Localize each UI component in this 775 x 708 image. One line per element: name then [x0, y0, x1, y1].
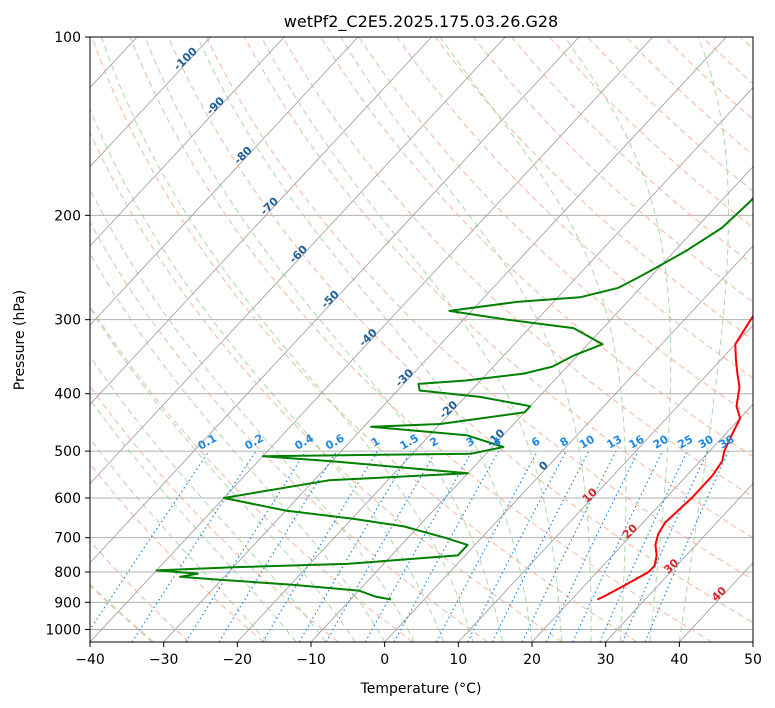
isotherm-line — [90, 37, 285, 247]
dry-adiabat-line — [244, 37, 753, 539]
guide-curve-line — [90, 583, 154, 642]
isotherm-line — [163, 37, 727, 642]
isotherm-line — [90, 37, 211, 168]
x-axis-tick-label: −20 — [223, 652, 253, 668]
moist-adiabat-line — [678, 37, 729, 642]
isotherm-line — [90, 37, 432, 405]
chart-title: wetPf2_C2E5.2025.175.03.26.G28 — [284, 12, 558, 32]
y-axis-tick-label: 600 — [54, 491, 81, 507]
mixing-ratio-line — [521, 450, 617, 642]
mixing-ratio-line — [572, 450, 664, 642]
x-axis-tick-label: 10 — [449, 652, 467, 668]
mixing-ratio-line — [131, 450, 257, 642]
isotherm-line — [90, 37, 506, 485]
x-axis-tick-label: −40 — [75, 652, 105, 668]
dry-adiabat-line — [90, 131, 563, 642]
moist-adiabat-line — [90, 355, 327, 642]
moist-adiabat-line — [439, 37, 627, 642]
mixing-ratio-line — [599, 450, 688, 642]
moist-adiabat-line — [90, 398, 297, 642]
y-axis-tick-label: 400 — [54, 387, 81, 403]
mixing-ratio-line — [262, 450, 378, 642]
dry-adiabat-line — [90, 540, 190, 642]
guide-curve-line — [0, 37, 4, 642]
isotherm-line — [531, 403, 753, 642]
x-axis-tick-label: 0 — [380, 652, 389, 668]
dry-adiabat-line — [167, 37, 753, 624]
axis-layer: −40 −30 −20 −10 0 10 20 30 40 50 100 200 300 400 500 60… — [45, 30, 762, 668]
mixing-ratio-line — [435, 450, 539, 642]
mixing-ratio-line — [90, 450, 210, 631]
isotherm-line — [605, 482, 753, 642]
y-axis-tick-label: 100 — [54, 30, 81, 46]
moist-adiabat-line — [90, 107, 445, 642]
dry-adiabat-line — [473, 37, 753, 303]
x-axis-tick-label: −10 — [296, 652, 326, 668]
dry-adiabat-line — [90, 463, 264, 642]
dry-adiabat-line — [90, 385, 339, 642]
y-axis-label: Pressure (hPa) — [12, 290, 28, 390]
dry-adiabat-line — [282, 37, 753, 498]
mixing-ratio-line — [218, 450, 338, 642]
y-axis-tick-label: 800 — [54, 565, 81, 581]
x-axis-tick-label: 40 — [670, 652, 688, 668]
moist-adiabat-line — [101, 37, 474, 642]
isotherm-line — [237, 86, 753, 642]
x-axis-label: Temperature (°C) — [360, 681, 482, 697]
isotherm-line — [384, 245, 753, 642]
moist-adiabat-line — [144, 37, 503, 642]
grid-layer — [0, 37, 753, 642]
dry-adiabat-line — [91, 37, 638, 642]
y-axis-tick-label: 700 — [54, 531, 81, 547]
y-axis-tick-label: 1000 — [45, 622, 81, 638]
x-axis-tick-label: 50 — [744, 652, 762, 668]
moist-adiabat-line — [90, 252, 386, 642]
moist-adiabat-line — [564, 37, 672, 642]
dry-adiabat-line — [90, 221, 488, 642]
dry-adiabat-line — [434, 37, 753, 341]
moist-adiabat-line — [90, 307, 356, 642]
moist-adiabat-line — [340, 37, 592, 642]
y-axis-tick-label: 300 — [54, 313, 81, 329]
isotherm-line — [752, 641, 753, 642]
mixing-ratio-line — [545, 450, 639, 642]
mixing-ratio-line — [185, 450, 307, 642]
isotherm-line — [90, 37, 580, 564]
isotherm-line — [90, 37, 359, 326]
moist-adiabat-line — [90, 187, 415, 642]
moist-adiabat-line — [260, 37, 562, 642]
y-axis-tick-label: 900 — [54, 595, 81, 611]
y-axis-tick-label: 200 — [54, 208, 81, 224]
isotherm-line — [90, 37, 653, 642]
dewpoint-profile-line — [155, 196, 753, 601]
x-axis-tick-label: 20 — [523, 652, 541, 668]
isotherm-line — [0, 37, 63, 642]
x-axis-tick-label: 30 — [597, 652, 615, 668]
plot-background — [90, 37, 753, 642]
moist-adiabat-line — [197, 37, 533, 642]
series-layer — [155, 196, 753, 601]
dry-adiabat-line — [129, 37, 712, 642]
isotherm-line — [458, 324, 753, 642]
dry-adiabat-line — [396, 37, 753, 379]
dry-adiabat-line — [205, 37, 753, 581]
temperature-profile-line — [596, 314, 753, 601]
x-axis-tick-label: −30 — [149, 652, 179, 668]
y-axis-tick-label: 500 — [54, 444, 81, 460]
plot-frame — [89, 36, 754, 643]
